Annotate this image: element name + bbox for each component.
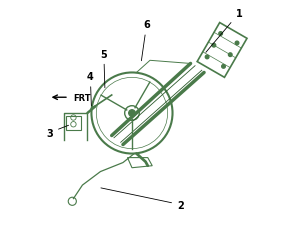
Circle shape bbox=[129, 110, 135, 117]
Text: 6: 6 bbox=[141, 20, 150, 62]
Text: FRT: FRT bbox=[74, 93, 91, 102]
Text: 2: 2 bbox=[101, 188, 184, 210]
Text: 1: 1 bbox=[206, 9, 242, 53]
Circle shape bbox=[205, 56, 209, 59]
Circle shape bbox=[229, 54, 232, 57]
Circle shape bbox=[222, 65, 225, 69]
Circle shape bbox=[212, 44, 216, 48]
Text: 4: 4 bbox=[87, 72, 94, 106]
Circle shape bbox=[219, 32, 222, 36]
Circle shape bbox=[235, 42, 239, 46]
Text: 3: 3 bbox=[46, 126, 69, 138]
Text: 5: 5 bbox=[100, 49, 107, 88]
